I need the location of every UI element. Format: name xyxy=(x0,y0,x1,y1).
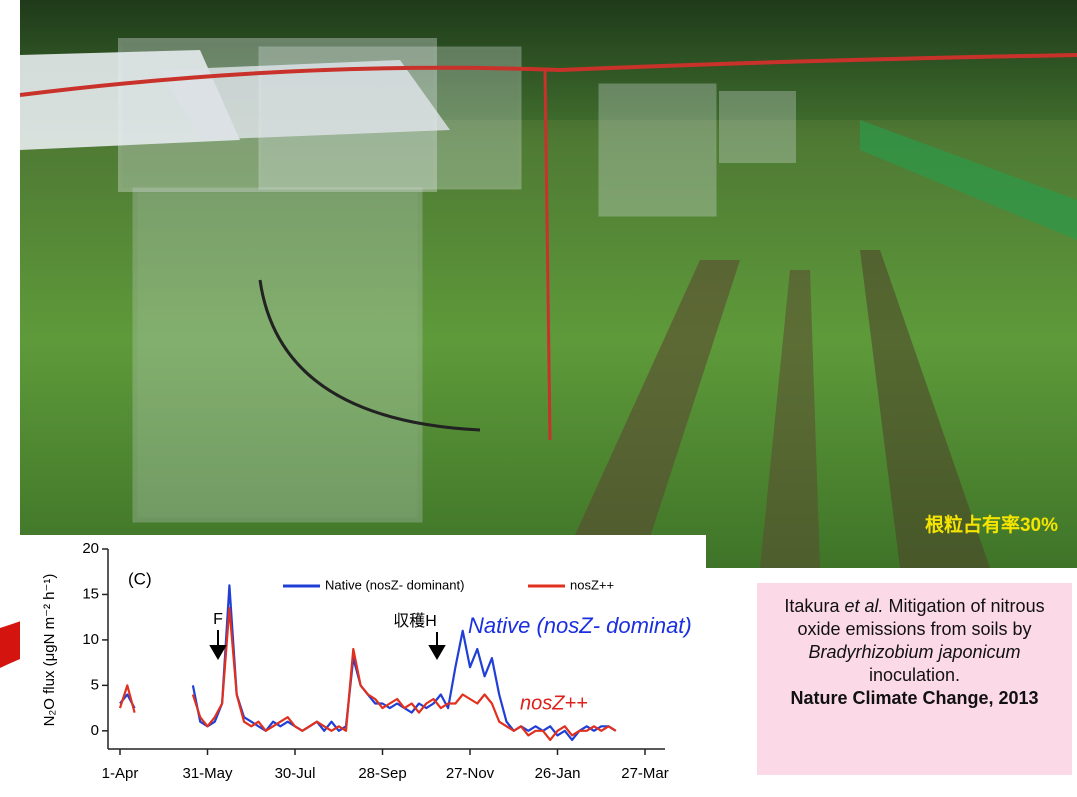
page: {"photo_caption":"根粒占有率30%", "citation":… xyxy=(0,0,1077,797)
panel-label: (C) xyxy=(128,569,152,588)
citation-journal: Nature Climate Change, 2013 xyxy=(790,688,1038,708)
y-tick-label: 15 xyxy=(82,585,99,602)
citation-text: Itakura xyxy=(784,596,844,616)
x-tick-label: 27-Mar xyxy=(621,765,669,782)
y-tick-label: 20 xyxy=(82,540,99,557)
legend-label: Native (nosZ- dominant) xyxy=(325,577,464,592)
x-tick-label: 27-Nov xyxy=(446,765,495,782)
annotation: F xyxy=(213,611,223,628)
y-tick-label: 5 xyxy=(91,676,99,693)
photo-caption: 根粒占有率30% xyxy=(925,513,1058,536)
y-tick-label: 10 xyxy=(82,631,99,648)
citation-text: Bradyrhizobium japonicum xyxy=(808,642,1020,662)
x-tick-label: 31-May xyxy=(182,765,233,782)
annotation: nosZ++ xyxy=(520,692,588,714)
annotation: 収穫H xyxy=(393,612,437,630)
x-tick-label: 28-Sep xyxy=(358,765,406,782)
x-tick-label: 30-Jul xyxy=(275,765,316,782)
chart-panel xyxy=(20,535,706,797)
citation-text: et al. xyxy=(844,596,883,616)
annotation: Native (nosZ- dominat) xyxy=(468,613,692,638)
y-tick-label: 0 xyxy=(91,722,99,739)
x-tick-label: 1-Apr xyxy=(102,765,139,782)
citation-box: Itakura et al. Mitigation of nitrous oxi… xyxy=(757,583,1072,775)
field-photo xyxy=(20,0,1077,568)
x-tick-label: 26-Jan xyxy=(535,765,581,782)
citation-text: inoculation. xyxy=(869,665,960,685)
legend-label: nosZ++ xyxy=(570,577,614,592)
y-axis-label: N₂O flux (μgN m⁻² h⁻¹) xyxy=(41,574,58,727)
